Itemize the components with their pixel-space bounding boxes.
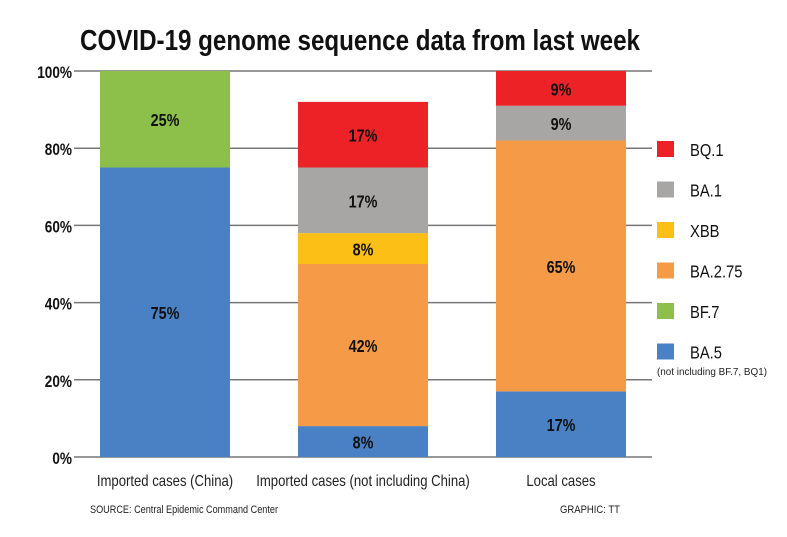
y-tick-label: 60% <box>45 218 72 237</box>
data-label: 17% <box>349 126 378 146</box>
source-note: SOURCE: Central Epidemic Command Center <box>90 504 278 516</box>
y-tick-label: 0% <box>52 450 72 469</box>
legend-swatch <box>657 181 674 198</box>
legend-note: (not including BF.7, BQ1) <box>657 366 767 378</box>
data-label: 75% <box>151 304 180 324</box>
data-label: 8% <box>353 433 374 453</box>
data-label: 65% <box>547 257 576 277</box>
bar-segment-ba-5 <box>298 426 428 457</box>
data-label: 8% <box>353 240 374 260</box>
data-label: 17% <box>349 192 378 212</box>
bar-segment-ba-5 <box>496 391 626 457</box>
bar-segment-xbb <box>298 233 428 264</box>
legend-swatch <box>657 222 674 238</box>
y-tick-label: 40% <box>45 295 72 314</box>
legend-swatch <box>657 141 674 157</box>
x-tick-label: Imported cases (China) <box>97 473 233 490</box>
data-label: 17% <box>547 416 576 436</box>
y-tick-label: 80% <box>45 141 72 160</box>
bar-segment-ba-1 <box>298 167 428 234</box>
bar-segment-ba-2-75 <box>298 264 428 427</box>
graphic-credit: GRAPHIC: TT <box>560 504 620 516</box>
legend-label: BA.2.75 <box>690 262 742 282</box>
y-tick-label: 20% <box>45 372 72 391</box>
legend-label: XBB <box>690 222 720 242</box>
data-label: 9% <box>551 80 572 100</box>
x-tick-label: Local cases <box>526 473 595 490</box>
data-label: 25% <box>151 111 180 131</box>
bar-segment-bf-7 <box>100 71 230 168</box>
legend-label: BQ.1 <box>690 141 724 161</box>
legend-swatch <box>657 262 674 279</box>
x-tick-label: Imported cases (not including China) <box>256 473 470 490</box>
chart-title: COVID-19 genome sequence data from last … <box>80 25 641 57</box>
bar-segment-ba-2-75 <box>496 140 626 392</box>
bar-segment-bq-1 <box>496 71 626 106</box>
legend-label: BA.5 <box>690 343 722 363</box>
bar-segment-ba-1 <box>496 105 626 141</box>
data-label: 42% <box>349 337 378 357</box>
legend-swatch <box>657 303 674 319</box>
y-tick-label: 100% <box>37 64 72 83</box>
legend-swatch <box>657 343 674 360</box>
bar-segment-ba-5 <box>100 167 230 457</box>
legend-label: BF.7 <box>690 303 719 323</box>
data-label: 9% <box>551 115 572 135</box>
legend-label: BA.1 <box>690 181 722 201</box>
bar-segment-bq-1 <box>298 101 428 168</box>
